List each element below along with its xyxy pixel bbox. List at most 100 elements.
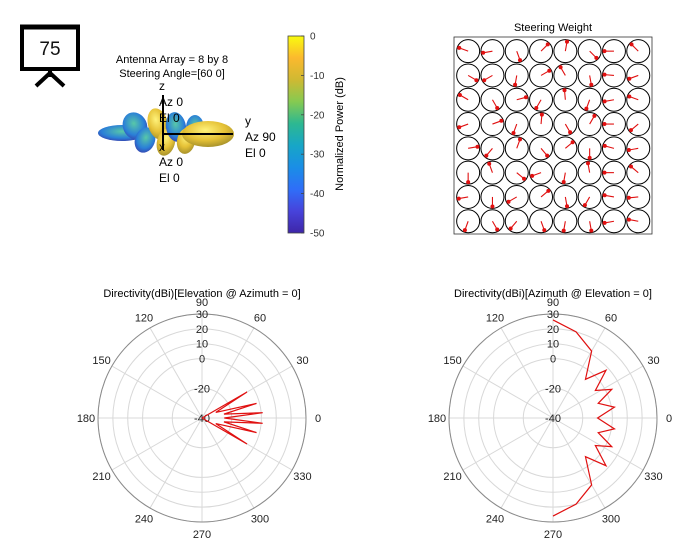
weight-element bbox=[456, 112, 481, 137]
weight-arrow-head bbox=[602, 143, 607, 148]
weight-circle bbox=[529, 63, 554, 88]
weight-circle bbox=[553, 112, 578, 137]
polar-angle-label: 210 bbox=[92, 471, 110, 483]
weight-element bbox=[480, 160, 505, 185]
weight-element bbox=[480, 39, 505, 64]
weight-arrow-head bbox=[626, 217, 631, 222]
weight-circle bbox=[504, 184, 529, 209]
weight-element bbox=[456, 184, 481, 209]
weight-element bbox=[456, 209, 481, 234]
weight-element bbox=[529, 209, 554, 234]
weight-element bbox=[601, 87, 626, 112]
weight-arrow-head bbox=[456, 196, 461, 201]
weight-arrow-head bbox=[481, 50, 486, 55]
weight-arrow-head bbox=[561, 180, 566, 185]
polar-pattern-trace bbox=[552, 319, 616, 517]
polar-angle-label: 270 bbox=[193, 529, 211, 541]
steering-weight-title: Steering Weight bbox=[514, 22, 592, 34]
weight-element bbox=[504, 87, 529, 112]
weight-circle bbox=[626, 160, 651, 185]
weight-arrow-head bbox=[495, 105, 500, 110]
polar-spoke bbox=[552, 365, 644, 419]
weight-element bbox=[504, 160, 529, 185]
weight-circle bbox=[626, 63, 651, 88]
weight-circle bbox=[504, 209, 529, 234]
weight-arrow-head bbox=[570, 140, 575, 145]
weight-circle bbox=[456, 39, 481, 64]
weight-circle bbox=[601, 184, 626, 209]
weight-arrow-head bbox=[602, 220, 607, 225]
weight-element bbox=[529, 136, 554, 161]
weight-element bbox=[577, 87, 602, 112]
weight-arrow-head bbox=[628, 164, 633, 169]
weight-element bbox=[480, 184, 505, 209]
weight-arrow-head bbox=[487, 161, 492, 166]
weight-circle bbox=[529, 87, 554, 112]
weight-circle bbox=[626, 209, 651, 234]
weight-arrow-head bbox=[530, 173, 535, 178]
weight-element bbox=[601, 112, 626, 137]
polar-azimuth-title: Directivity(dBi)[Azimuth @ Elevation = 0… bbox=[454, 288, 652, 300]
weight-arrow-head bbox=[627, 94, 632, 99]
colorbar-tick-label: 0 bbox=[310, 32, 316, 43]
weight-arrow-head bbox=[627, 76, 632, 81]
weight-circle bbox=[577, 160, 602, 185]
colorbar-tick-label: -50 bbox=[310, 229, 325, 240]
weight-circle bbox=[480, 112, 505, 137]
weight-element bbox=[626, 112, 651, 137]
colorbar-tick-label: -30 bbox=[310, 150, 325, 161]
weight-element bbox=[553, 209, 578, 234]
weight-arrow-head bbox=[586, 161, 591, 166]
weight-element bbox=[456, 63, 481, 88]
weight-element bbox=[553, 136, 578, 161]
weight-element bbox=[480, 136, 505, 161]
weight-element bbox=[504, 112, 529, 137]
polar-angle-label: 240 bbox=[486, 513, 504, 525]
polar-outer-ring bbox=[448, 313, 658, 523]
polar-radius-label: -20 bbox=[545, 383, 561, 395]
badge-number: 75 bbox=[39, 39, 60, 60]
weight-circle bbox=[480, 209, 505, 234]
weight-circle bbox=[553, 184, 578, 209]
polar-pattern-trace bbox=[201, 391, 263, 445]
steering-weight-panel: Steering Weight bbox=[453, 22, 653, 235]
polar-angle-label: 240 bbox=[135, 513, 153, 525]
weight-circle bbox=[456, 136, 481, 161]
weight-circle bbox=[480, 63, 505, 88]
weight-circle bbox=[553, 136, 578, 161]
polar-angle-label: 30 bbox=[296, 355, 308, 367]
weight-element bbox=[626, 160, 651, 185]
weight-arrow-head bbox=[508, 226, 513, 231]
weight-arrow-head bbox=[628, 128, 633, 133]
polar-azimuth-panel: Directivity(dBi)[Azimuth @ Elevation = 0… bbox=[428, 288, 672, 541]
polar-angle-label: 180 bbox=[77, 413, 95, 425]
polar-spoke bbox=[201, 417, 255, 509]
weight-arrow-head bbox=[545, 42, 550, 47]
weight-arrow-head bbox=[495, 227, 500, 232]
polar-outer-ring bbox=[97, 313, 307, 523]
polar-radius-label: 20 bbox=[196, 324, 208, 336]
pattern-title-line-2: Steering Angle=[60 0] bbox=[119, 68, 225, 80]
weight-arrow-head bbox=[589, 82, 594, 87]
weight-element bbox=[601, 184, 626, 209]
weight-arrow-head bbox=[584, 106, 589, 111]
polar-radius-label: 30 bbox=[196, 309, 208, 321]
weight-circle bbox=[504, 112, 529, 137]
polar-radius-label: 20 bbox=[547, 324, 559, 336]
weight-element bbox=[529, 63, 554, 88]
weight-arrow-head bbox=[587, 155, 592, 160]
polar-angle-label: 300 bbox=[602, 513, 620, 525]
weight-circle bbox=[529, 209, 554, 234]
weight-circle bbox=[601, 136, 626, 161]
polar-spoke bbox=[462, 365, 554, 419]
weight-element bbox=[577, 184, 602, 209]
weight-arrow-head bbox=[457, 93, 462, 97]
weight-arrow-head bbox=[475, 144, 480, 149]
weight-element bbox=[577, 136, 602, 161]
weight-circle bbox=[456, 184, 481, 209]
weight-arrow-head bbox=[602, 122, 607, 127]
weight-arrow-head bbox=[547, 68, 552, 73]
weight-element bbox=[626, 209, 651, 234]
weight-element bbox=[529, 160, 554, 185]
weight-circle bbox=[601, 87, 626, 112]
